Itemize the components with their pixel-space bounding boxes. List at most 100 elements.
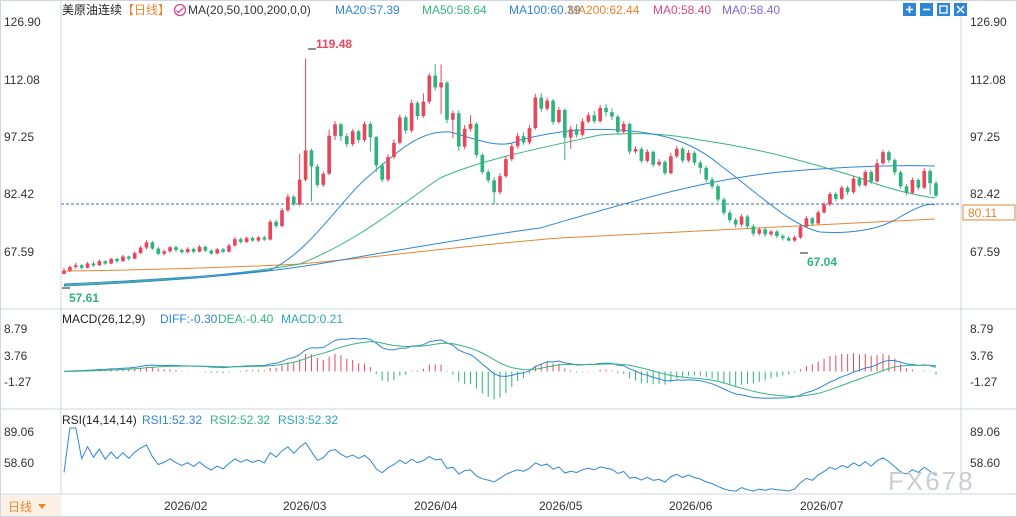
candle — [174, 245, 178, 252]
candle — [386, 154, 390, 182]
candle-body — [627, 123, 632, 152]
candle — [651, 150, 656, 168]
candle-body — [704, 167, 709, 180]
candle — [922, 168, 927, 190]
candle — [85, 261, 90, 269]
high-annotation: 119.48 — [316, 37, 352, 51]
candle-body — [168, 247, 172, 252]
instrument-title: 美原油连续 — [62, 2, 122, 17]
candle — [716, 184, 720, 202]
candle-body — [138, 247, 143, 254]
candle-body — [286, 196, 290, 211]
candle-body — [221, 249, 225, 252]
candle-body — [97, 261, 102, 266]
settings-icon[interactable] — [173, 3, 187, 17]
candle-body — [533, 97, 538, 129]
candle — [586, 112, 591, 124]
candle — [62, 268, 66, 274]
candle — [103, 260, 108, 265]
candle-body — [562, 110, 567, 138]
candle-body — [303, 150, 308, 180]
period-label[interactable]: 【日线】 — [122, 3, 170, 17]
candle — [598, 104, 602, 123]
candle-body — [804, 218, 809, 227]
candle-body — [427, 75, 432, 102]
candle-body — [633, 149, 638, 152]
candle — [733, 217, 738, 228]
candle — [421, 93, 426, 118]
candle — [509, 143, 514, 162]
candle-body — [751, 226, 756, 234]
candle — [934, 181, 938, 198]
candle-body — [645, 151, 650, 161]
candle-body — [374, 137, 379, 166]
footer: 日线 2026/02 2026/03 2026/04 2026/05 2026/… — [1, 495, 844, 516]
close-icon[interactable] — [954, 3, 967, 16]
candle — [238, 237, 243, 244]
candle — [786, 236, 791, 242]
candle — [309, 148, 314, 202]
candle-body — [892, 160, 897, 173]
candle-body — [115, 259, 119, 262]
candle-body — [792, 237, 797, 241]
candle-body — [710, 179, 714, 187]
candle-body — [62, 270, 66, 274]
y-tick-left: 97.25 — [4, 130, 34, 144]
candle — [227, 243, 231, 253]
candle-body — [551, 100, 555, 122]
candle — [822, 202, 826, 214]
y-tick-right: 112.08 — [970, 73, 1006, 87]
candle-body — [509, 146, 514, 160]
candle-body — [474, 123, 479, 155]
watermark: FX678 — [888, 466, 975, 496]
candle — [333, 121, 337, 140]
candle-body — [227, 245, 231, 252]
plus-icon[interactable] — [903, 3, 916, 16]
candle — [545, 97, 549, 111]
candle — [780, 233, 785, 241]
window-controls — [903, 3, 967, 16]
candle-body — [280, 210, 284, 226]
candle — [910, 177, 915, 195]
ma50-value: MA50:58.64 — [422, 3, 487, 17]
candle — [851, 176, 856, 194]
candle — [710, 177, 714, 190]
candle-body — [68, 267, 72, 271]
x-tick: 2026/07 — [800, 499, 844, 513]
candle — [368, 121, 373, 152]
moving-averages — [63, 128, 936, 287]
candle-body — [150, 242, 155, 249]
footer-period-bg — [1, 495, 61, 516]
macd-tick-right: 8.79 — [970, 322, 994, 336]
candle — [297, 153, 302, 206]
period-dropdown-button[interactable]: 日线 — [8, 500, 46, 514]
candle — [156, 246, 161, 256]
candle-body — [592, 115, 597, 122]
macd-tick-left: 3.76 — [4, 349, 28, 363]
candle — [221, 247, 225, 254]
candle — [698, 160, 703, 174]
candle-body — [238, 239, 243, 242]
candle — [722, 197, 726, 216]
candle-body — [421, 101, 426, 116]
main-header: 美原油连续 【日线】 MA(20,50,100,200,0,0) MA20:57… — [62, 2, 780, 17]
candle — [834, 192, 838, 202]
candle-body — [350, 131, 355, 145]
candle — [280, 207, 284, 228]
candle — [551, 98, 555, 125]
candle — [451, 110, 455, 139]
expand-icon[interactable] — [937, 3, 950, 16]
candle — [574, 123, 579, 138]
candle-body — [698, 162, 703, 168]
candle — [739, 214, 744, 227]
candle — [804, 215, 809, 228]
macd-dea-value: DEA:-0.40 — [218, 312, 274, 326]
minus-icon[interactable] — [920, 3, 933, 16]
ma0-value-a: MA0:58.40 — [653, 3, 711, 17]
candle — [692, 151, 697, 166]
candle-body — [433, 75, 438, 88]
candle-body — [144, 242, 149, 248]
candle-body — [887, 152, 891, 161]
low-annotation-2: 67.04 — [807, 255, 837, 269]
